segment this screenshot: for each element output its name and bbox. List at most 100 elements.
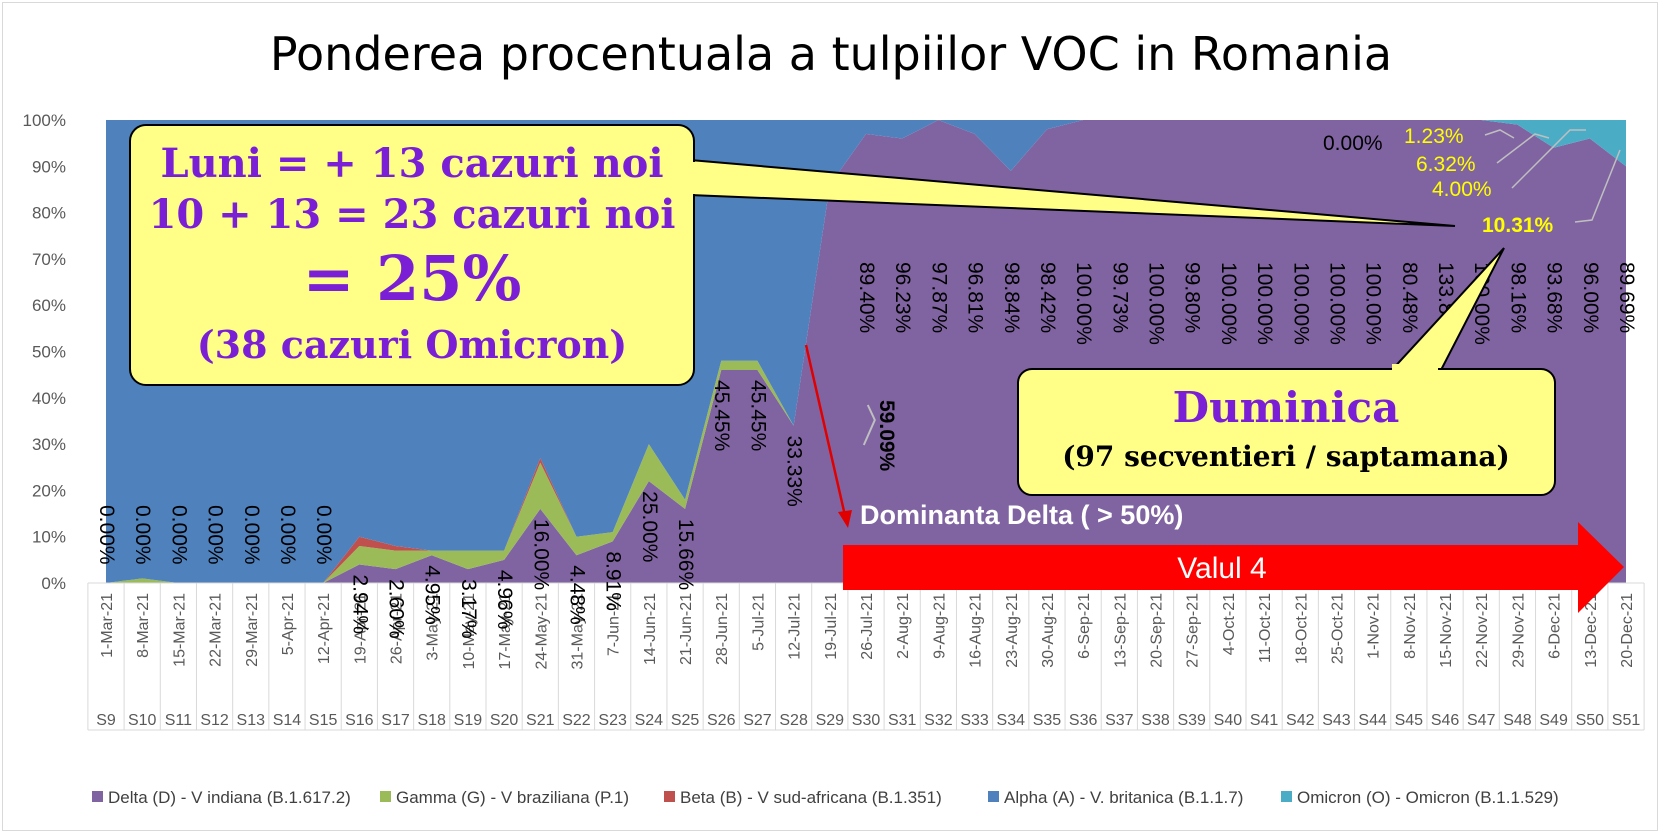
omicron-label: 0.00%	[1323, 132, 1383, 155]
data-label: 2.94%	[348, 574, 371, 634]
data-label: 33.33%	[783, 436, 806, 507]
x-tick-label: 1-Nov-21	[1366, 593, 1383, 659]
data-label: 0.00%	[240, 505, 263, 565]
y-tick-label: 50%	[32, 343, 66, 362]
leader-line	[862, 404, 876, 446]
x-tick-label: 19-Apr-21	[352, 593, 369, 664]
week-label: S22	[562, 712, 591, 729]
legend-swatch	[664, 791, 675, 802]
week-label: S47	[1467, 712, 1496, 729]
x-tick-label: 14-Jun-21	[642, 593, 659, 665]
omicron-leader	[1484, 129, 1515, 139]
week-label: S46	[1431, 712, 1460, 729]
data-label: 8.91%	[602, 551, 625, 611]
x-tick-label: 22-Mar-21	[208, 593, 225, 667]
legend-swatch	[92, 791, 103, 802]
omicron-label: 10.31%	[1482, 214, 1554, 237]
x-tick-label: 3-May-21	[425, 593, 442, 661]
callout-left-joint	[686, 162, 698, 194]
week-label: S49	[1539, 712, 1568, 729]
x-tick-label: 22-Nov-21	[1474, 593, 1491, 668]
x-tick-label: 5-Apr-21	[280, 593, 297, 655]
x-tick-label: 13-Dec-21	[1583, 593, 1600, 668]
x-tick-label: 27-Sep-21	[1185, 593, 1202, 668]
y-tick-label: 20%	[32, 481, 66, 500]
red-arrow-head	[838, 510, 852, 528]
data-label: 97.87%	[927, 262, 950, 333]
data-label: 25.00%	[638, 491, 661, 562]
data-label: 4.95%	[421, 565, 444, 625]
omicron-label: 6.32%	[1416, 153, 1476, 176]
x-tick-label: 8-Mar-21	[135, 593, 152, 658]
legend-swatch	[380, 791, 391, 802]
data-label: 0.00%	[167, 505, 190, 565]
week-label: S21	[526, 712, 555, 729]
week-label: S45	[1395, 712, 1424, 729]
x-tick-label: 8-Nov-21	[1402, 593, 1419, 659]
x-tick-label: 20-Sep-21	[1149, 593, 1166, 668]
week-label: S17	[381, 712, 410, 729]
x-tick-label: 12-Jul-21	[787, 593, 804, 660]
x-tick-label: 23-Aug-21	[1004, 593, 1021, 668]
data-label: 45.45%	[710, 380, 733, 451]
callout-left-line: Luni = + 13 cazuri noi	[160, 140, 663, 187]
x-tick-label: 9-Aug-21	[931, 593, 948, 659]
x-tick-label: 1-Mar-21	[99, 593, 116, 658]
data-label: 4.48%	[565, 565, 588, 625]
x-tick-label: 5-Jul-21	[750, 593, 767, 651]
valul-arrow	[843, 522, 1624, 613]
week-label: S41	[1250, 712, 1279, 729]
y-tick-label: 30%	[32, 435, 66, 454]
legend-item: Delta (D) - V indiana (B.1.617.2)	[108, 788, 351, 807]
data-label: 100.00%	[1072, 262, 1095, 345]
x-tick-label: 30-Aug-21	[1040, 593, 1057, 668]
callout-right-line: Duminica	[1173, 383, 1400, 432]
legend-item: Gamma (G) - V braziliana (P.1)	[396, 788, 629, 807]
callout-left-box	[129, 124, 695, 386]
omicron-label: 1.23%	[1404, 125, 1464, 148]
x-tick-label: 26-Jul-21	[859, 593, 876, 660]
x-tick-label: 4-Oct-21	[1221, 593, 1238, 655]
chart-title: Ponderea procentuala a tulpiilor VOC in …	[270, 27, 1392, 81]
x-tick-label: 12-Apr-21	[316, 593, 333, 664]
data-label: 0.00%	[131, 505, 154, 565]
legend-item: Beta (B) - V sud-africana (B.1.351)	[680, 788, 942, 807]
dominanta-label: Dominanta Delta ( > 50%)	[860, 500, 1183, 530]
week-label: S27	[743, 712, 772, 729]
x-tick-label: 13-Sep-21	[1112, 593, 1129, 668]
data-label: 0.00%	[95, 505, 118, 565]
y-axis: 0% 10% 20% 30% 40% 50% 60% 70% 80% 90% 100%	[23, 111, 66, 593]
legend-swatch	[988, 791, 999, 802]
data-label: 98.84%	[1000, 262, 1023, 333]
data-label: 0.00%	[312, 505, 335, 565]
valul-label: Valul 4	[1177, 552, 1267, 585]
week-label: S42	[1286, 712, 1315, 729]
week-label: S38	[1141, 712, 1170, 729]
x-tick-label: 16-Aug-21	[968, 593, 985, 668]
week-label: S23	[598, 712, 627, 729]
data-label: 59.09%	[875, 400, 898, 472]
week-label: S32	[924, 712, 953, 729]
data-label: 100.00%	[1362, 262, 1385, 345]
x-tick-label: 6-Sep-21	[1076, 593, 1093, 659]
week-label: S40	[1214, 712, 1243, 729]
week-label: S10	[128, 712, 157, 729]
y-tick-label: 90%	[32, 157, 66, 176]
y-tick-label: 80%	[32, 204, 66, 223]
data-label: 100.00%	[1325, 262, 1348, 345]
y-tick-label: 70%	[32, 250, 66, 269]
week-label: S48	[1503, 712, 1532, 729]
x-tick-label: 2-Aug-21	[895, 593, 912, 659]
annotations: Dominanta Delta ( > 50%) Valul 4 Luni = + …	[129, 124, 1624, 613]
week-label: S12	[200, 712, 229, 729]
week-label: S15	[309, 712, 338, 729]
x-tick-label: 15-Mar-21	[171, 593, 188, 667]
data-label: 2.60%	[385, 579, 408, 639]
week-label: S35	[1033, 712, 1062, 729]
y-tick-label: 10%	[32, 528, 66, 547]
legend: Delta (D) - V indiana (B.1.617.2) Gamma (…	[92, 788, 1559, 807]
callout-right-joint	[1392, 364, 1438, 374]
data-label: 99.80%	[1181, 262, 1204, 333]
week-label: S20	[490, 712, 519, 729]
